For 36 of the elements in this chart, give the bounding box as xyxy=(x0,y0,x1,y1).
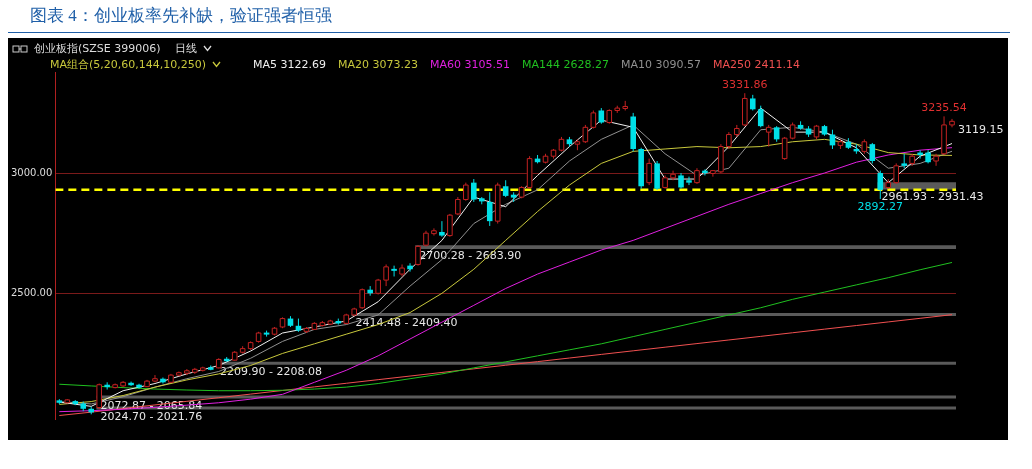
candlestick xyxy=(439,220,445,238)
text: MA144 2628.27 xyxy=(522,58,610,71)
text: MA20 3073.23 xyxy=(338,58,419,71)
band-label: 2961.93 - 2931.43 xyxy=(881,189,984,203)
candlestick xyxy=(407,262,413,273)
band-label: 2024.70 - 2021.76 xyxy=(100,409,203,423)
text: MA250 2411.14 xyxy=(713,58,801,71)
band-label: 2209.90 - 2208.08 xyxy=(219,365,322,379)
candlestick xyxy=(757,105,764,128)
text: MA10 3090.57 xyxy=(621,58,702,71)
candlestick xyxy=(869,142,876,164)
candlestick xyxy=(710,169,716,178)
candlestick xyxy=(128,381,134,387)
candlestick xyxy=(391,265,397,277)
annotation: 3331.86 xyxy=(722,77,768,91)
text: 日线 xyxy=(174,41,197,56)
text: 3119.15 xyxy=(958,123,1004,137)
candlestick xyxy=(526,155,533,190)
y-tick-label: 2500.00 xyxy=(10,286,53,298)
candlestick xyxy=(702,168,708,176)
text: MA60 3105.51 xyxy=(430,58,511,71)
text: MA5 3122.69 xyxy=(253,58,327,71)
annotation: 3235.54 xyxy=(921,100,967,114)
chart-subtitle: 创业板指(SZSE 399006) xyxy=(34,41,161,56)
candlestick xyxy=(877,170,884,200)
text: MA组合(5,20,60,144,10,250) xyxy=(50,57,207,72)
candlestick xyxy=(590,109,597,130)
candlestick xyxy=(686,176,692,186)
candlestick xyxy=(160,377,166,385)
annotation: 2892.27 xyxy=(857,200,904,214)
candlestick xyxy=(917,149,923,160)
candlestick xyxy=(471,178,477,203)
candlestick xyxy=(383,263,389,287)
y-tick-label: 3000.00 xyxy=(10,166,53,178)
candlestick xyxy=(486,191,493,227)
chart-title: 图表 4：创业板率先补缺，验证强者恒强 xyxy=(30,5,332,27)
